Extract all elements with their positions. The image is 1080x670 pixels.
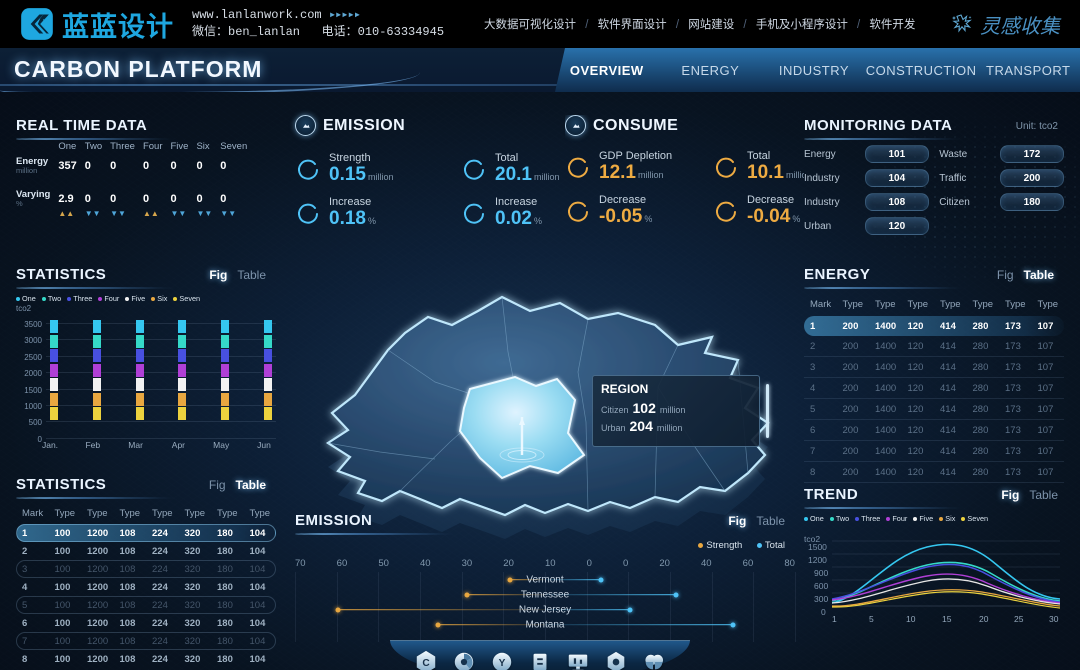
svg-text:Y: Y: [499, 658, 506, 669]
svg-text:C: C: [422, 658, 430, 669]
